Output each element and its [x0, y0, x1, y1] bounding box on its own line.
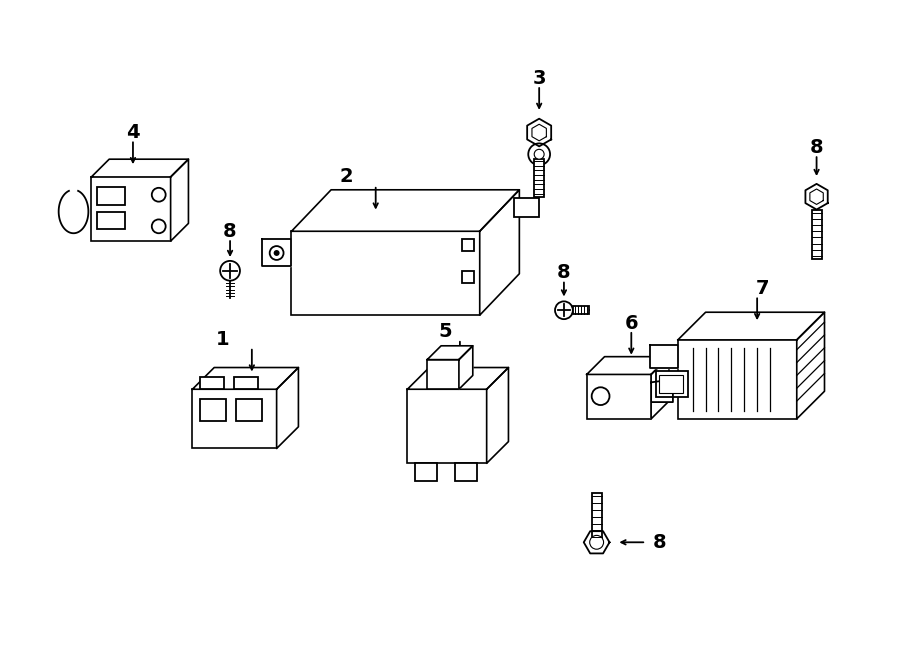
Polygon shape	[651, 379, 673, 402]
Circle shape	[270, 246, 284, 260]
Bar	[462, 239, 473, 251]
Circle shape	[152, 219, 166, 233]
Circle shape	[590, 535, 604, 549]
Text: 1: 1	[215, 330, 229, 350]
Polygon shape	[651, 357, 669, 419]
Bar	[678, 340, 796, 419]
Polygon shape	[678, 312, 824, 340]
Bar	[201, 399, 226, 421]
Bar	[455, 463, 477, 481]
Polygon shape	[92, 159, 188, 177]
Circle shape	[220, 261, 240, 281]
Circle shape	[555, 301, 573, 319]
Bar	[515, 198, 539, 217]
Polygon shape	[796, 312, 824, 419]
Polygon shape	[171, 159, 188, 241]
Text: 6: 6	[625, 313, 638, 332]
Bar	[236, 399, 262, 421]
Polygon shape	[193, 368, 299, 389]
Bar	[97, 212, 125, 229]
Circle shape	[152, 188, 166, 202]
Bar	[193, 389, 276, 449]
Bar	[201, 377, 224, 389]
Bar	[587, 374, 651, 419]
Polygon shape	[459, 346, 472, 389]
Text: 8: 8	[557, 263, 571, 282]
Text: 2: 2	[339, 167, 353, 186]
Polygon shape	[262, 239, 292, 266]
Circle shape	[528, 143, 550, 165]
Bar	[462, 271, 473, 283]
Circle shape	[274, 250, 280, 256]
Bar	[428, 360, 459, 389]
Polygon shape	[428, 346, 473, 360]
Polygon shape	[480, 190, 519, 315]
Text: 8: 8	[223, 222, 237, 241]
Bar	[408, 389, 487, 463]
Bar	[97, 187, 125, 205]
Polygon shape	[584, 531, 609, 553]
Bar	[92, 177, 171, 241]
Polygon shape	[276, 368, 299, 449]
Bar	[535, 159, 544, 197]
Circle shape	[535, 149, 544, 159]
Bar	[234, 377, 257, 389]
Text: 7: 7	[755, 279, 769, 298]
Polygon shape	[487, 368, 508, 463]
Bar	[573, 306, 589, 314]
Text: 8: 8	[653, 533, 667, 552]
Polygon shape	[408, 368, 508, 389]
Text: 4: 4	[126, 123, 140, 142]
Circle shape	[591, 387, 609, 405]
Bar	[591, 493, 601, 542]
Bar	[659, 375, 683, 393]
Polygon shape	[527, 119, 551, 146]
Bar	[415, 463, 437, 481]
Text: 8: 8	[810, 138, 824, 157]
Polygon shape	[292, 190, 519, 231]
Polygon shape	[587, 357, 669, 374]
Bar	[292, 231, 480, 315]
Text: 5: 5	[438, 323, 452, 342]
Bar	[656, 371, 688, 397]
Bar	[812, 210, 822, 259]
Polygon shape	[806, 184, 828, 210]
Polygon shape	[650, 345, 678, 368]
Text: 3: 3	[533, 69, 546, 88]
